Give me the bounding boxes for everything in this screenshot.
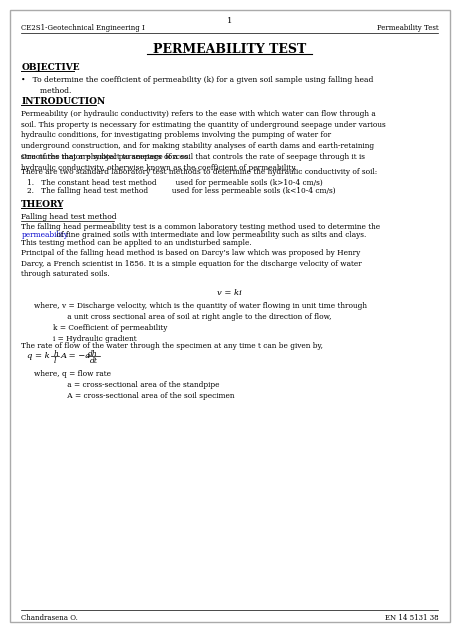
Text: Permeability Test: Permeability Test [377,24,438,32]
Text: v = ki: v = ki [218,289,242,297]
Text: where, q = flow rate
              a = cross-sectional area of the standpipe
   : where, q = flow rate a = cross-sectional… [34,370,235,400]
Text: •   To determine the coefficient of permeability (k) for a given soil sample usi: • To determine the coefficient of permea… [21,76,374,95]
Text: dt: dt [90,357,98,365]
Text: Chandrasena O.: Chandrasena O. [21,614,78,622]
Text: Falling head test method: Falling head test method [21,213,117,221]
Text: q = k: q = k [27,352,50,360]
Text: THEORY: THEORY [21,200,65,209]
Text: One of the major physical parameters of a soil that controls the rate of seepage: One of the major physical parameters of … [21,153,365,172]
Text: permeability: permeability [21,231,68,239]
Text: dh: dh [88,350,98,358]
Text: where, v = Discharge velocity, which is the quantity of water flowing in unit ti: where, v = Discharge velocity, which is … [34,302,367,343]
Text: 1.   The constant head test method        used for permeable soils (k>10-4 cm/s): 1. The constant head test method used fo… [27,179,323,187]
Text: 2.   The falling head test method          used for less permeable soils (k<10-4: 2. The falling head test method used for… [27,187,336,195]
Text: This testing method can be applied to an undisturbed sample.: This testing method can be applied to an… [21,239,252,247]
Text: Principal of the falling head method is based on Darcy’s law which was proposed : Principal of the falling head method is … [21,249,362,279]
Text: There are two standard laboratory test methods to determine the hydraulic conduc: There are two standard laboratory test m… [21,168,378,176]
Text: OBJECTIVE: OBJECTIVE [21,63,80,72]
Text: EN 14 5131 38: EN 14 5131 38 [384,614,438,622]
Text: The falling head permeability test is a common laboratory testing method used to: The falling head permeability test is a … [21,223,381,231]
Text: h: h [53,350,58,358]
Text: CE2S1-Geotechnical Engineering I: CE2S1-Geotechnical Engineering I [21,24,145,32]
Text: INTRODUCTION: INTRODUCTION [21,97,106,106]
Text: 1: 1 [227,17,232,25]
Text: Permeability (or hydraulic conductivity) refers to the ease with which water can: Permeability (or hydraulic conductivity)… [21,110,386,161]
FancyBboxPatch shape [9,10,450,622]
Text: A = −a: A = −a [61,352,91,360]
Text: PERMEABILITY TEST: PERMEABILITY TEST [153,43,306,56]
Text: The rate of flow of the water through the specimen at any time t can be given by: The rate of flow of the water through th… [21,342,323,350]
Text: l: l [53,357,56,365]
Text: of fine grained soils with intermediate and low permeability such as silts and c: of fine grained soils with intermediate … [54,231,366,239]
